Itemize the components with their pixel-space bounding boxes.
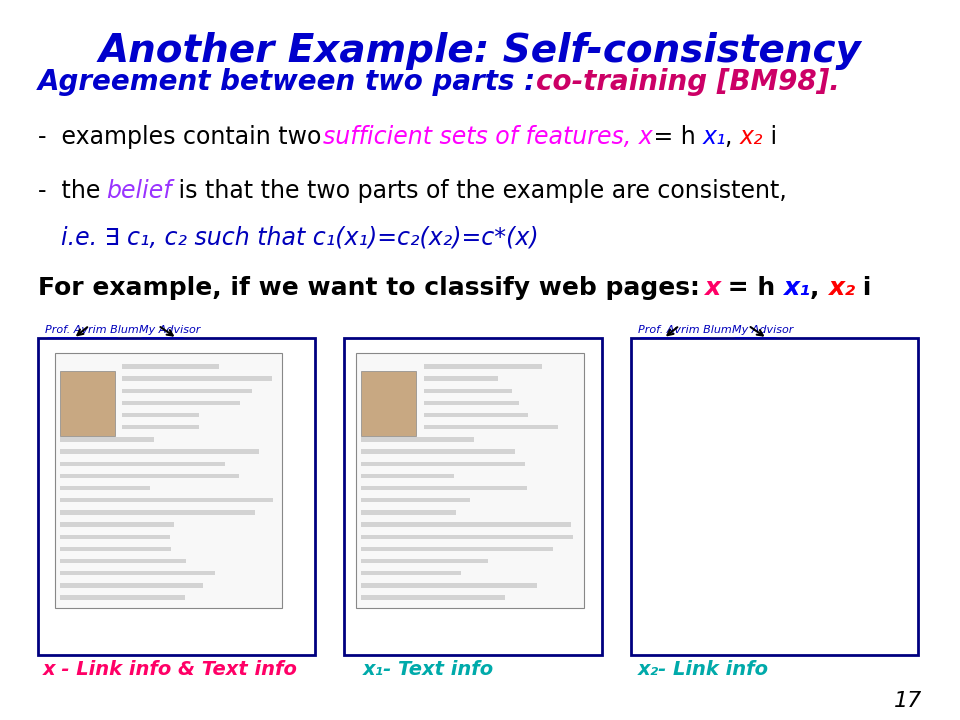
FancyBboxPatch shape [60, 371, 115, 436]
Text: For example, if we want to classify web pages:: For example, if we want to classify web … [37, 276, 717, 300]
Text: -  examples contain two: - examples contain two [37, 125, 328, 149]
FancyBboxPatch shape [361, 559, 488, 563]
FancyBboxPatch shape [60, 498, 273, 503]
FancyBboxPatch shape [60, 449, 259, 454]
FancyBboxPatch shape [361, 462, 525, 466]
FancyBboxPatch shape [361, 498, 470, 503]
Text: i.e. ∃ c₁, c₂ such that c₁(x₁)=c₂(x₂)=c*(x): i.e. ∃ c₁, c₂ such that c₁(x₁)=c₂(x₂)=c*… [61, 226, 539, 250]
FancyBboxPatch shape [423, 413, 527, 418]
FancyBboxPatch shape [361, 535, 573, 539]
FancyBboxPatch shape [361, 571, 461, 575]
Text: belief: belief [107, 179, 172, 203]
Text: Agreement between two parts :: Agreement between two parts : [37, 68, 545, 96]
FancyBboxPatch shape [423, 377, 498, 381]
Text: sufficient sets of features, x: sufficient sets of features, x [323, 125, 653, 149]
Text: = h: = h [719, 276, 784, 300]
FancyBboxPatch shape [361, 583, 537, 588]
Text: Prof. Avrim Blum: Prof. Avrim Blum [638, 325, 732, 336]
FancyBboxPatch shape [60, 462, 225, 466]
Text: i: i [763, 125, 777, 149]
Text: i: i [854, 276, 872, 300]
FancyBboxPatch shape [60, 546, 171, 551]
FancyBboxPatch shape [60, 510, 255, 515]
FancyBboxPatch shape [361, 449, 515, 454]
FancyBboxPatch shape [361, 371, 416, 436]
Text: ,: , [725, 125, 740, 149]
FancyBboxPatch shape [122, 425, 199, 429]
FancyBboxPatch shape [60, 571, 215, 575]
FancyBboxPatch shape [423, 364, 542, 369]
FancyBboxPatch shape [60, 559, 186, 563]
FancyBboxPatch shape [344, 338, 602, 655]
FancyBboxPatch shape [361, 546, 553, 551]
FancyBboxPatch shape [423, 425, 558, 429]
FancyBboxPatch shape [60, 523, 175, 527]
FancyBboxPatch shape [60, 583, 203, 588]
Text: x₁: x₁ [702, 125, 726, 149]
FancyBboxPatch shape [361, 486, 527, 490]
FancyBboxPatch shape [356, 353, 584, 608]
FancyBboxPatch shape [361, 474, 454, 478]
Text: x₁- Text info: x₁- Text info [362, 660, 493, 680]
Text: x: x [704, 276, 720, 300]
Text: is that the two parts of the example are consistent,: is that the two parts of the example are… [171, 179, 786, 203]
Text: x₂: x₂ [740, 125, 763, 149]
FancyBboxPatch shape [37, 338, 315, 655]
FancyBboxPatch shape [60, 474, 239, 478]
Text: Another Example: Self-consistency: Another Example: Self-consistency [99, 32, 861, 71]
FancyBboxPatch shape [423, 401, 519, 405]
Text: 17: 17 [894, 691, 923, 711]
FancyBboxPatch shape [60, 535, 171, 539]
FancyBboxPatch shape [361, 595, 505, 600]
FancyBboxPatch shape [423, 389, 513, 393]
FancyBboxPatch shape [55, 353, 282, 608]
FancyBboxPatch shape [60, 437, 155, 441]
Text: My Advisor: My Advisor [139, 325, 201, 336]
FancyBboxPatch shape [122, 389, 252, 393]
FancyBboxPatch shape [361, 510, 456, 515]
Text: -  the: - the [37, 179, 108, 203]
FancyBboxPatch shape [631, 338, 918, 655]
Text: x - Link info & Text info: x - Link info & Text info [42, 660, 298, 680]
Text: My Advisor: My Advisor [732, 325, 794, 336]
FancyBboxPatch shape [60, 595, 184, 600]
Text: co-training [BM98].: co-training [BM98]. [536, 68, 839, 96]
Text: = h: = h [646, 125, 704, 149]
FancyBboxPatch shape [60, 486, 150, 490]
Text: ,: , [810, 276, 828, 300]
FancyBboxPatch shape [361, 523, 571, 527]
Text: x₁: x₁ [783, 276, 810, 300]
Text: x₂: x₂ [828, 276, 854, 300]
FancyBboxPatch shape [361, 437, 474, 441]
Text: x₂- Link info: x₂- Link info [638, 660, 769, 680]
FancyBboxPatch shape [122, 401, 240, 405]
FancyBboxPatch shape [122, 377, 272, 381]
FancyBboxPatch shape [122, 364, 219, 369]
FancyBboxPatch shape [122, 413, 199, 418]
Text: Prof. Avrim Blum: Prof. Avrim Blum [45, 325, 139, 336]
